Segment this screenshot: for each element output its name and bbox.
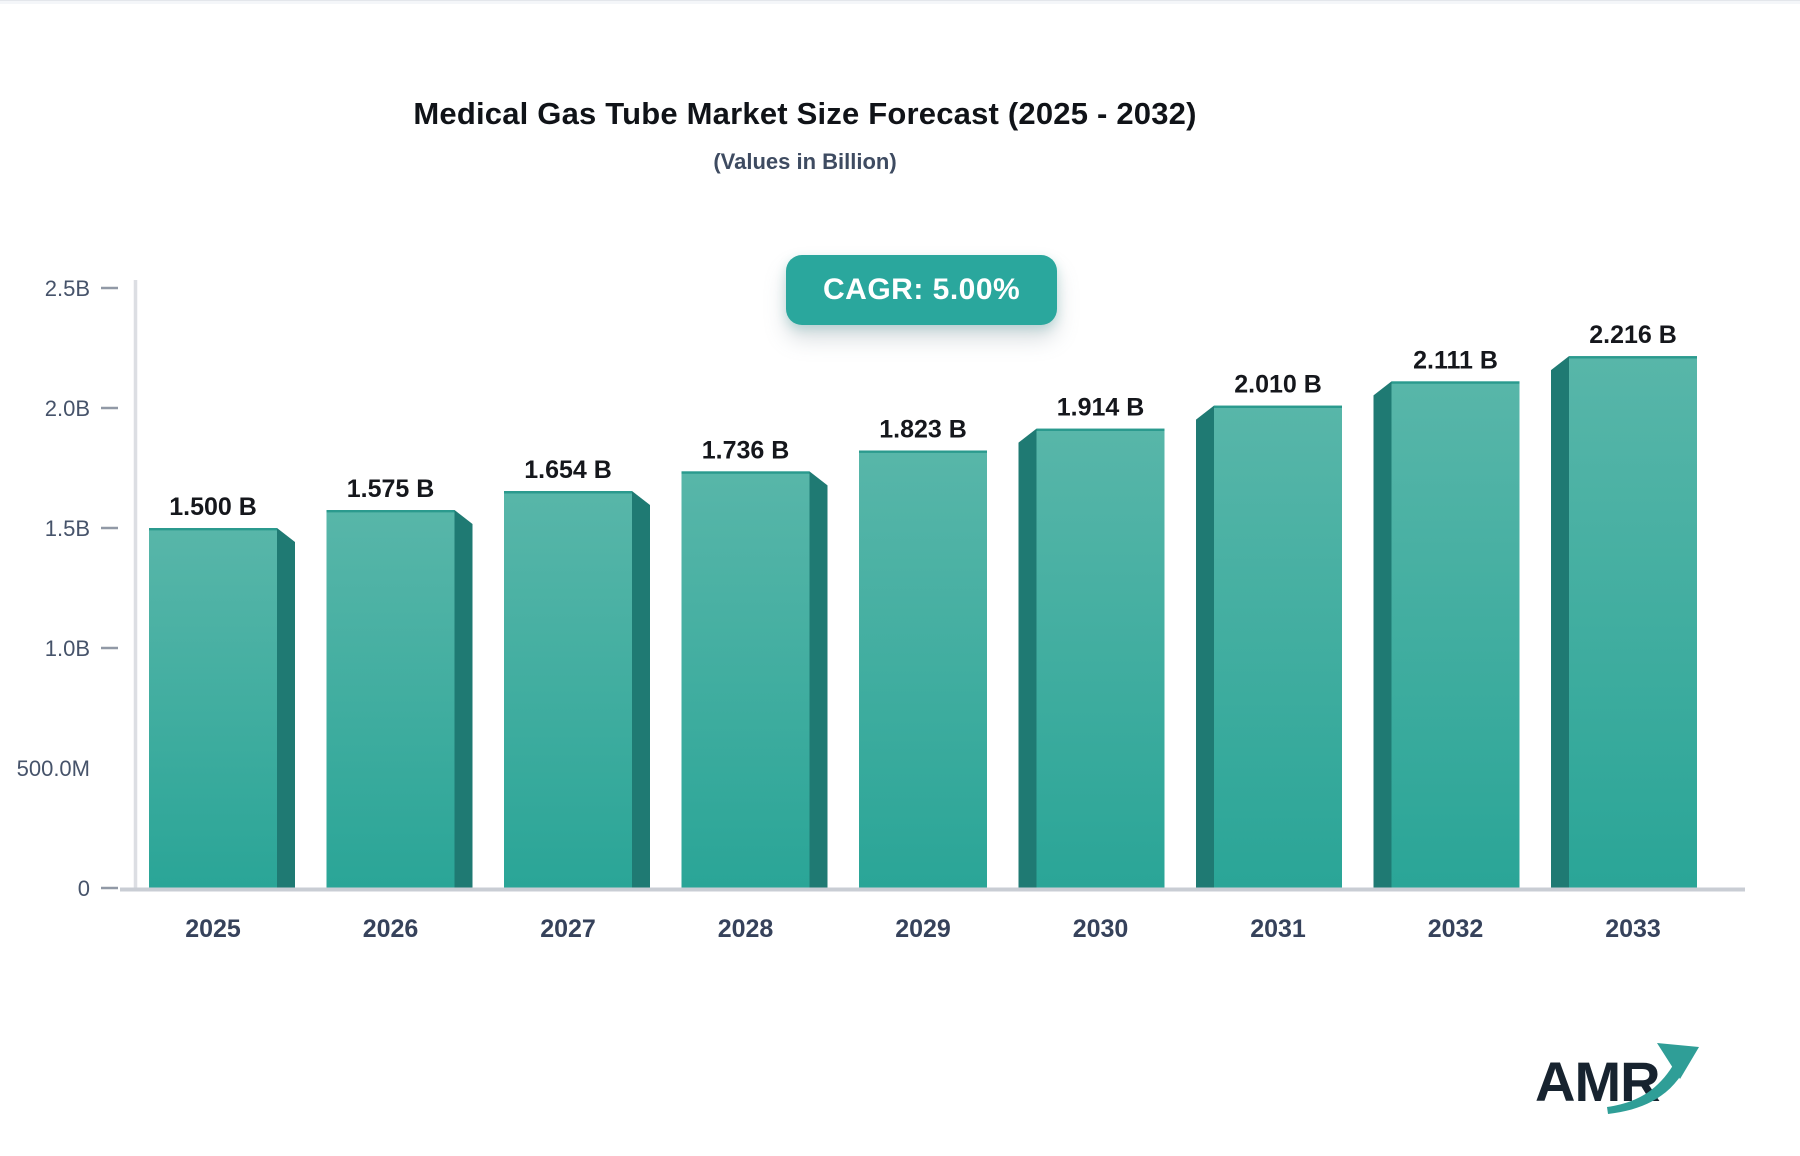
- bar-side: [632, 491, 650, 888]
- bar-2032[interactable]: [1373, 381, 1520, 888]
- y-tick-label: 1.5B: [45, 516, 90, 541]
- chart-subtitle: (Values in Billion): [713, 149, 897, 174]
- x-axis-label: 2029: [895, 915, 951, 943]
- bar-value-label: 2.216 B: [1589, 321, 1677, 349]
- bar-2026[interactable]: [326, 510, 473, 888]
- labels-layer: 1.500 B 2025 1.575 B 2026 1.654 B 2027 1.736 B…: [17, 276, 1677, 943]
- bar-2030[interactable]: [1018, 428, 1165, 888]
- bar-value-label: 1.575 B: [347, 475, 435, 503]
- bar-value-label: 1.500 B: [169, 493, 257, 521]
- bar-face: [1214, 405, 1342, 888]
- x-axis-label: 2032: [1428, 915, 1484, 943]
- amr-logo: AMR: [1535, 1043, 1699, 1114]
- bar-face: [326, 510, 455, 888]
- bar-side: [454, 510, 473, 888]
- x-axis-label: 2027: [540, 915, 596, 943]
- bar-face: [859, 450, 987, 888]
- y-tick-label: 2.5B: [45, 276, 90, 301]
- x-axis-label: 2030: [1073, 915, 1129, 943]
- bar-value-label: 2.111 B: [1413, 346, 1498, 374]
- bar-2025[interactable]: [149, 528, 295, 888]
- y-tick-label: 1.0B: [45, 636, 90, 661]
- y-tick-label: 500.0M: [17, 756, 90, 781]
- cagr-badge-label: CAGR: 5.00%: [823, 273, 1021, 306]
- bar-face: [504, 491, 632, 888]
- x-axis-label: 2025: [185, 915, 241, 943]
- bar-value-label: 1.736 B: [702, 436, 790, 464]
- bar-2028[interactable]: [681, 471, 828, 888]
- bar-side: [1551, 356, 1569, 888]
- bar-side: [277, 528, 295, 888]
- amr-logo-arrow-head-icon: [1657, 1043, 1699, 1079]
- bar-face: [1036, 428, 1165, 888]
- chart-header: Medical Gas Tube Market Size Forecast (2…: [0, 96, 1610, 175]
- bar-face: [149, 528, 277, 888]
- bar-2031[interactable]: [1196, 405, 1342, 888]
- y-tick-label: 0: [78, 876, 90, 901]
- bar-side: [1373, 381, 1392, 888]
- bar-2033[interactable]: [1551, 356, 1697, 888]
- bar-side: [1196, 405, 1214, 888]
- bar-chart: 1.500 B 2025 1.575 B 2026 1.654 B 2027 1.736 B…: [17, 276, 1745, 943]
- bar-face: [1391, 381, 1520, 888]
- bar-side: [1018, 428, 1037, 888]
- x-axis-label: 2031: [1250, 915, 1306, 943]
- y-tick-label: 2.0B: [45, 396, 90, 421]
- bar-2029[interactable]: [859, 450, 987, 888]
- bar-value-label: 2.010 B: [1234, 371, 1322, 399]
- bar-face: [1569, 356, 1697, 888]
- bar-value-label: 1.914 B: [1057, 394, 1145, 422]
- bar-value-label: 1.654 B: [524, 456, 612, 484]
- bar-2027[interactable]: [504, 491, 650, 888]
- cagr-badge: CAGR: 5.00%: [786, 255, 1058, 325]
- window-top-border: [0, 0, 1800, 4]
- axis-layer: [101, 280, 1745, 892]
- x-axis-label: 2026: [363, 915, 419, 943]
- bar-face: [681, 471, 810, 888]
- chart-title: Medical Gas Tube Market Size Forecast (2…: [413, 96, 1197, 131]
- bar-value-label: 1.823 B: [879, 415, 967, 443]
- bars-layer: [149, 356, 1697, 888]
- x-axis-label: 2033: [1605, 915, 1661, 943]
- bar-side: [809, 471, 828, 888]
- x-axis-label: 2028: [718, 915, 774, 943]
